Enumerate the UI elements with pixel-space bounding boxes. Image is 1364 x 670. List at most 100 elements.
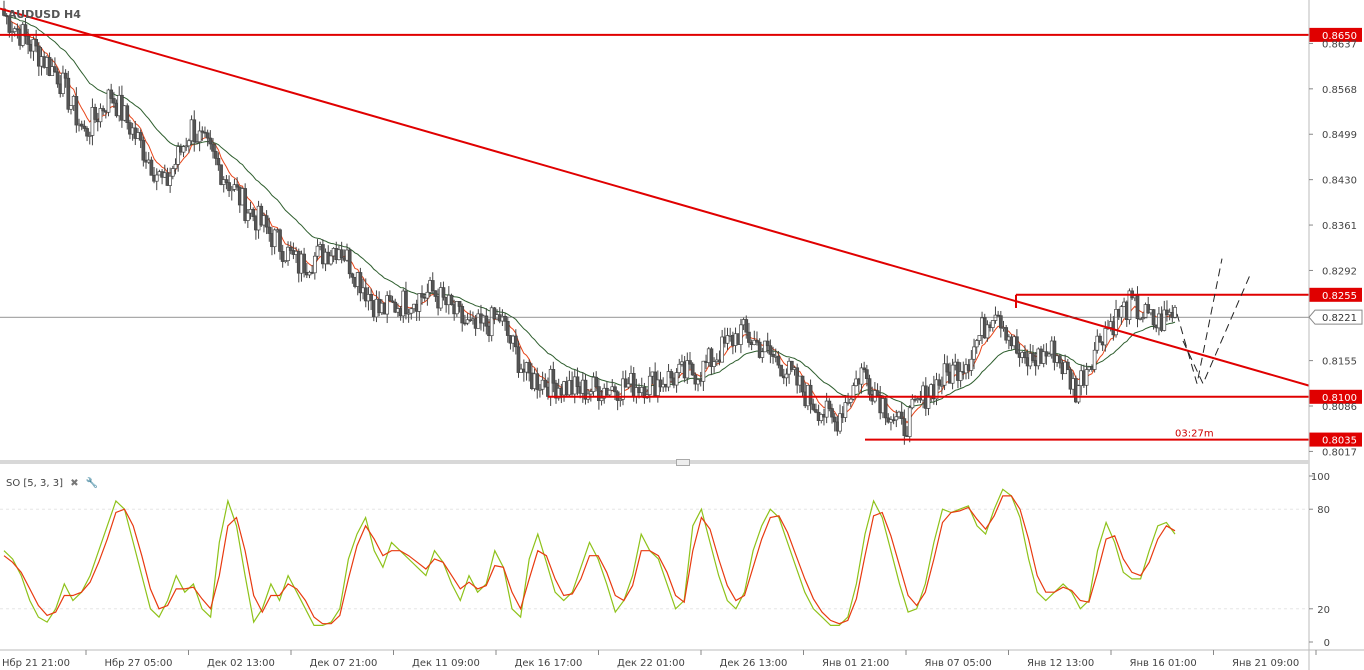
projection-path-2 [1182,274,1251,385]
candle-body [505,320,510,336]
candle-body [433,290,438,297]
level-label: 0.8650 [1322,31,1357,42]
candle-body [875,390,880,396]
candle-body [832,416,837,423]
candle-body [93,107,97,120]
candle-body [666,371,671,388]
candle-body [358,272,363,294]
candle-body [830,408,834,418]
candle-body [350,273,355,278]
oscillator-title: SO [5, 3, 3] [6,478,64,489]
time-tick-label: Янв 07 05:00 [925,658,992,669]
candle-body [1135,295,1140,319]
candle-body [993,314,998,321]
candle-body [441,287,446,298]
candle-body [551,369,556,384]
candle-body [149,159,154,176]
candle-body [972,346,976,360]
time-tick-label: Дек 22 01:00 [617,658,685,669]
ema-slow-line [3,14,1176,408]
time-tick-label: Янв 12 13:00 [1027,658,1094,669]
candle-body [457,301,462,307]
candle-body [489,307,494,337]
candle-body [125,105,130,123]
candle-body [1146,304,1151,314]
candle-body [55,71,60,85]
candle-body [998,315,1003,329]
osc-tick-label: 100 [1311,472,1330,483]
candle-body [181,146,186,153]
time-tick-label: Янв 01 21:00 [822,658,889,669]
candle-body [216,158,221,166]
price-tick-label: 0.8361 [1322,221,1357,232]
candle-body [655,379,660,396]
panel-splitter[interactable] [0,460,1309,464]
ema-layer [3,14,1176,424]
candle-body [235,184,239,188]
time-tick-label: Дек 11 09:00 [412,658,480,669]
candle-body [200,130,205,133]
candle-body [859,367,864,385]
candle-body [690,363,695,376]
candle-body [937,379,942,386]
candle-body [626,383,631,388]
candle-body [4,15,9,17]
candle-body [69,105,73,110]
candle-body [449,294,454,306]
candle-body [492,307,497,320]
candle-body [851,385,856,400]
candle-body [827,400,832,409]
candle-body [264,215,269,228]
candle-body [814,409,818,413]
candle-body [575,376,580,387]
candle-body [227,182,231,192]
candle-body [245,212,250,221]
wrench-icon[interactable]: 🔧 [85,478,99,489]
candle-body [195,141,199,144]
time-tick-label: Дек 02 13:00 [207,658,275,669]
price-tick-label: 0.8568 [1322,85,1357,96]
candle-body [404,290,408,315]
candle-timer: 03:27m [1175,429,1214,440]
candle-body [765,340,770,347]
candle-body [26,35,30,45]
candle-body [1076,385,1081,403]
candle-body [406,312,411,315]
candle-body [138,132,143,141]
candle-body [288,246,293,251]
osc-tick-label: 20 [1317,605,1330,616]
candle-body [1031,353,1035,361]
candle-body [369,294,373,301]
candle-body [867,378,872,395]
candle-body [771,353,775,357]
candle-body [613,386,617,393]
candle-body [455,301,459,315]
price-tick-label: 0.8499 [1322,130,1357,141]
close-icon[interactable]: ✖ [70,478,79,489]
time-tick-label: Нбр 27 05:00 [105,658,173,669]
price-tick-label: 0.8086 [1322,402,1357,413]
candle-body [10,31,14,33]
candle-body [468,319,473,322]
candle-body [141,139,146,161]
splitter-handle[interactable] [676,459,690,466]
candle-body [187,140,191,147]
candle-layer [2,0,1177,445]
candle-body [696,379,700,385]
candle-body [800,375,805,393]
price-tick-label: 0.8155 [1322,357,1357,368]
candle-body [513,335,518,348]
candle-body [588,391,593,395]
level-tag [1309,27,1362,42]
candle-body [950,364,955,384]
downtrend-line [0,7,1310,387]
candle-body [669,371,674,379]
candle-body [430,280,435,292]
candle-body [709,348,714,367]
candle-body [789,360,794,370]
candle-body [213,150,218,159]
stoch-line-k [3,488,1176,626]
candle-body [82,125,87,129]
